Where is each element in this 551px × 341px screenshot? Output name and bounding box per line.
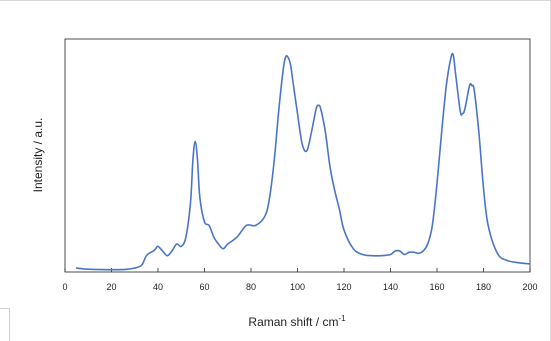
x-axis-ticks	[64, 268, 531, 272]
series-points	[77, 55, 531, 270]
series-line	[75, 52, 531, 271]
x-axis-tick-labels: 0 20 40 60 80 100 120 140 160 180 200	[62, 282, 537, 292]
x-tick-label: 140	[383, 282, 398, 292]
x-tick-label: 20	[106, 282, 116, 292]
x-tick-label: 180	[476, 282, 491, 292]
frame-corner-mark-vertical	[9, 308, 10, 341]
frame-corner-mark	[0, 308, 9, 309]
x-tick-label: 80	[246, 282, 256, 292]
x-tick-label: 200	[522, 282, 537, 292]
x-tick-label: 160	[429, 282, 444, 292]
x-tick-label: 0	[62, 282, 67, 292]
x-axis-title-superscript: -1	[338, 314, 346, 323]
x-tick-label: 120	[336, 282, 351, 292]
x-tick-label: 40	[153, 282, 163, 292]
y-axis-title: Intensity / a.u.	[31, 118, 45, 193]
plot-area-border	[64, 38, 531, 273]
x-axis-title: Raman shift / cm-1	[248, 314, 346, 329]
x-tick-label: 100	[290, 282, 305, 292]
x-tick-label: 60	[199, 282, 209, 292]
